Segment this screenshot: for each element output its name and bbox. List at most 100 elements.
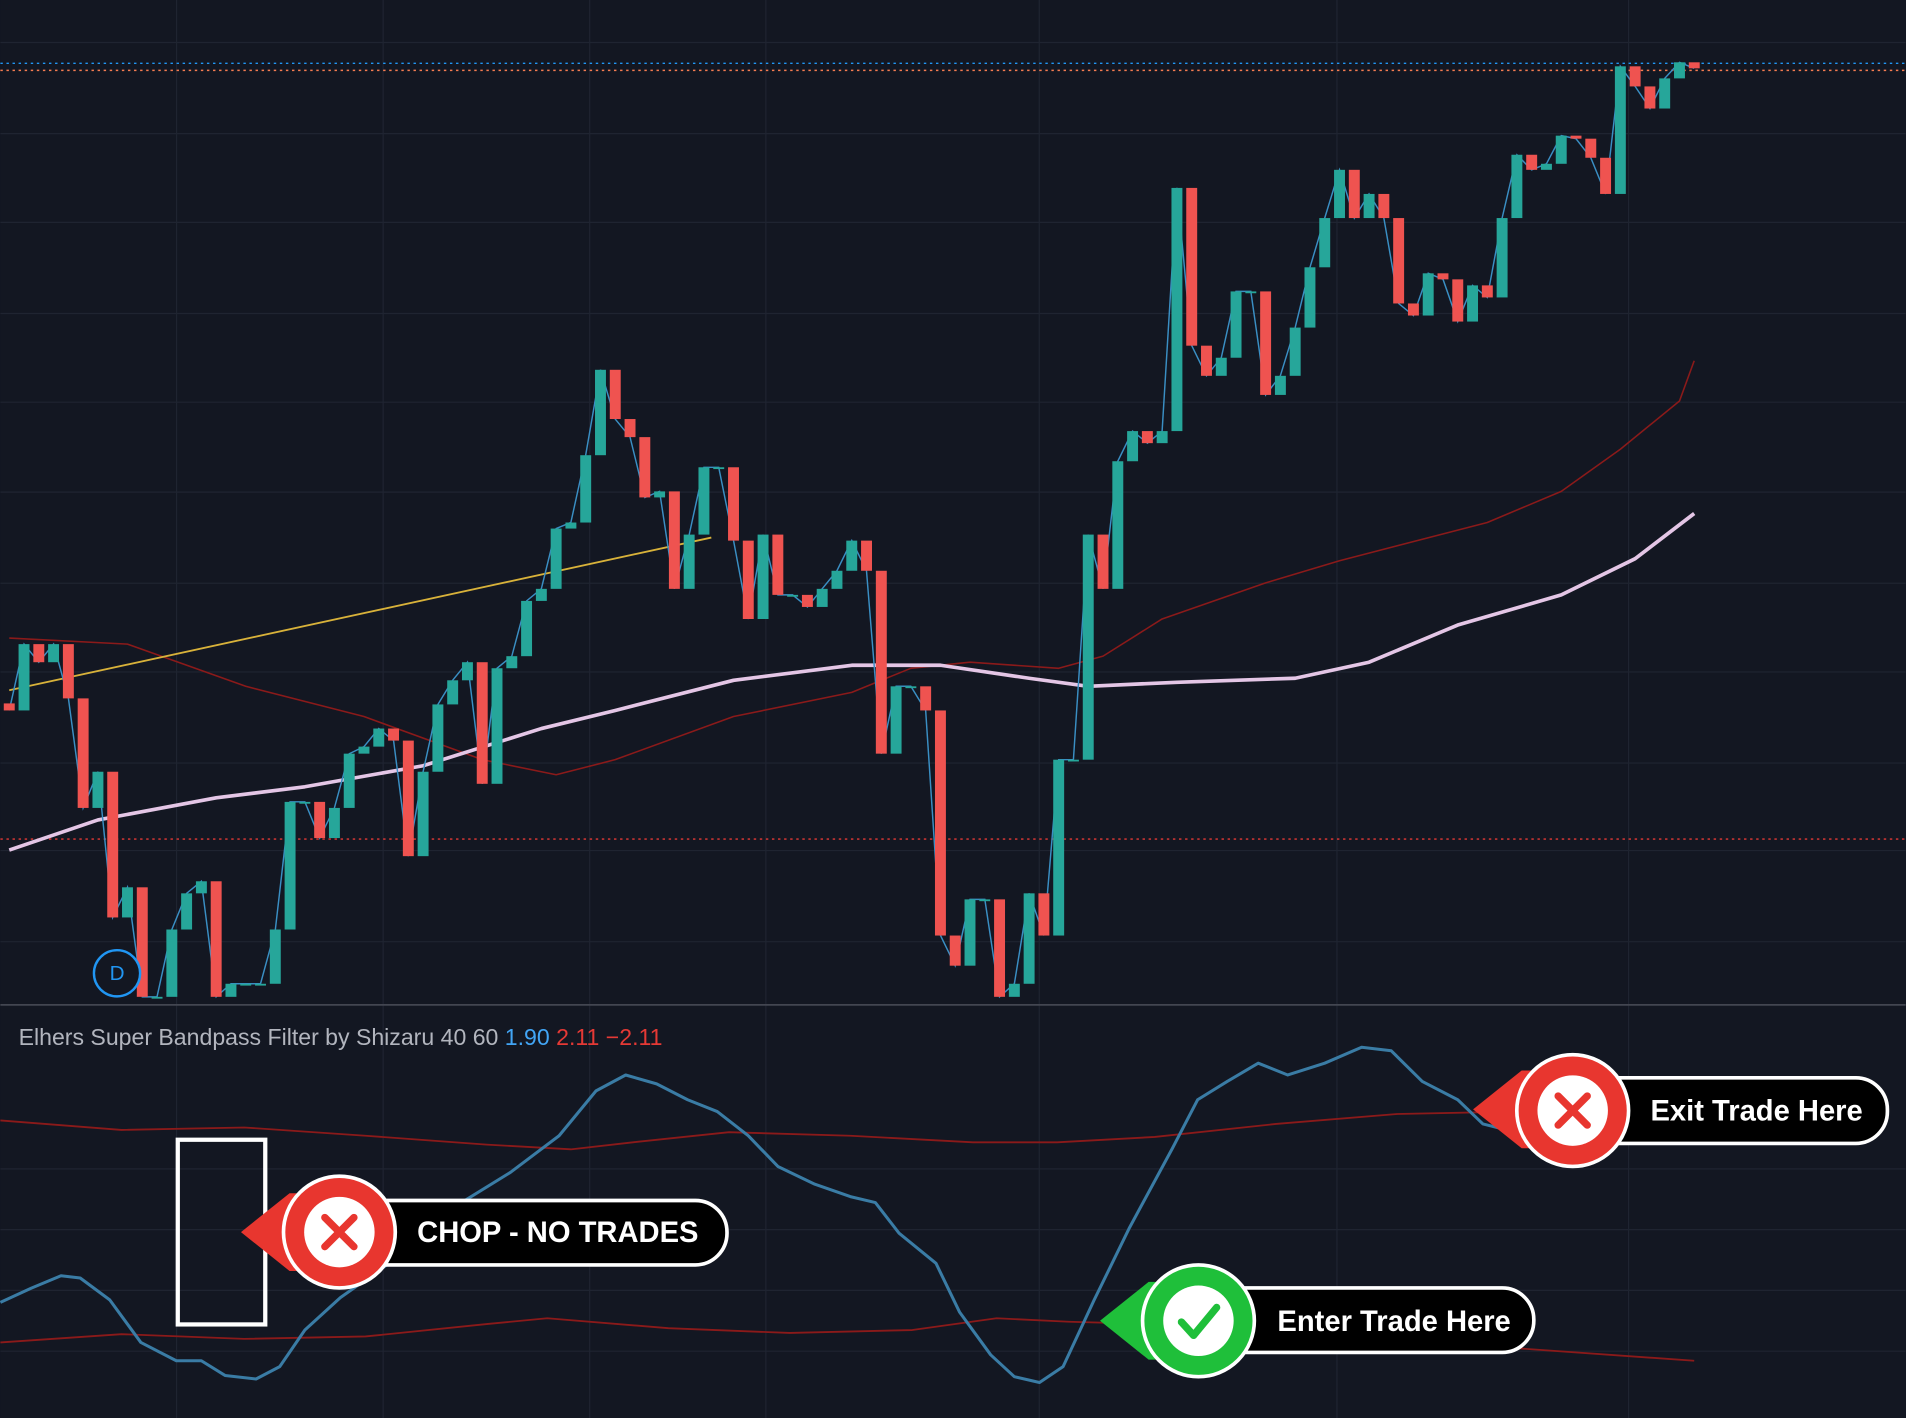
indicator-title: Elhers Super Bandpass Filter by Shizaru … <box>19 1024 499 1050</box>
candle-body <box>1437 273 1449 280</box>
candle-body <box>1422 273 1434 316</box>
candle-body <box>269 929 281 984</box>
candle-body <box>550 528 562 589</box>
legend-value: 1.90 <box>505 1024 550 1050</box>
x-icon <box>321 1213 358 1251</box>
candle-body <box>994 899 1006 997</box>
candle-body <box>787 594 799 597</box>
candle-body <box>831 570 843 589</box>
candle-body <box>240 983 252 986</box>
candle-body <box>728 467 739 541</box>
candle-body <box>3 703 15 711</box>
candle-body <box>1260 291 1272 395</box>
chop-callout: CHOP - NO TRADES <box>240 1174 729 1290</box>
candle-body <box>255 983 266 986</box>
candle-body <box>757 534 769 620</box>
legend-value: 2.11 <box>556 1024 599 1050</box>
candle-body <box>417 771 429 857</box>
marker-label: D <box>110 962 125 985</box>
candle-body <box>77 698 89 808</box>
candle-body <box>151 996 163 999</box>
candle-body <box>1319 218 1331 268</box>
x-icon <box>1554 1092 1591 1129</box>
exit-callout: Exit Trade Here <box>1473 1052 1890 1169</box>
candle-body <box>1393 218 1405 304</box>
candle-body <box>1274 375 1286 395</box>
candle-body <box>1112 461 1124 589</box>
marker-circle <box>92 948 142 998</box>
candle-body <box>535 588 547 601</box>
candle-body <box>1629 66 1641 87</box>
candle-body <box>1156 431 1168 444</box>
indicator-line <box>0 1045 1695 1385</box>
candle-body <box>905 686 917 689</box>
candle-body <box>491 668 503 784</box>
candle-body <box>328 807 340 839</box>
candle-body <box>1289 327 1301 376</box>
candle-body <box>343 753 355 808</box>
candle-body <box>949 935 961 966</box>
candle-body <box>461 662 473 681</box>
candle-body <box>1452 279 1464 322</box>
candle-body <box>1023 893 1035 984</box>
candle-body <box>580 455 592 523</box>
candle-body <box>1467 285 1479 322</box>
candle-body <box>979 899 991 902</box>
overlay-line <box>9 536 712 692</box>
overlay-line <box>9 360 1695 776</box>
candle-body <box>875 570 887 754</box>
candle-body <box>225 983 237 997</box>
candle-body <box>595 369 606 456</box>
candle-body <box>432 704 444 772</box>
candle-body <box>373 728 385 747</box>
candle-body <box>1688 62 1700 69</box>
candle-body <box>1540 163 1552 170</box>
candle-body <box>195 881 207 894</box>
candle-body <box>92 771 104 808</box>
candle-body <box>299 801 311 804</box>
candle-body <box>1097 534 1109 589</box>
candle-body <box>920 686 932 711</box>
candle-body <box>890 686 902 754</box>
candle-body <box>1141 431 1153 444</box>
candle-body <box>1334 169 1345 219</box>
candle-body <box>964 899 976 966</box>
candle-body <box>772 534 784 595</box>
candle-body <box>1659 78 1671 109</box>
callout-text: Exit Trade Here <box>1650 1096 1862 1128</box>
candle-body <box>1526 154 1538 170</box>
indicator-line <box>0 1110 1695 1151</box>
candle-body <box>314 801 326 839</box>
candle-body <box>639 437 651 498</box>
candle-body <box>476 662 488 784</box>
candle-body <box>136 887 148 997</box>
candle-body <box>1555 135 1567 164</box>
candle-body <box>1230 291 1242 358</box>
candle-body <box>861 540 873 571</box>
candle-body <box>1171 187 1183 432</box>
candle-body <box>166 929 178 997</box>
indicator-legend: Elhers Super Bandpass Filter by Shizaru … <box>19 1024 663 1050</box>
candle-body <box>1304 267 1316 328</box>
candle-body <box>846 540 858 571</box>
candle-body <box>713 467 725 470</box>
candle-body <box>210 881 222 997</box>
overlay-line <box>8 512 1696 852</box>
candle-body <box>565 522 577 529</box>
check-icon <box>1177 1303 1221 1340</box>
candle-body <box>284 801 296 930</box>
candle-body <box>506 656 518 669</box>
candle-body <box>181 893 193 930</box>
candle-body <box>33 644 45 663</box>
candle-body <box>1600 157 1612 194</box>
candle-body <box>1038 893 1050 936</box>
candle-body <box>1378 193 1390 219</box>
enter-callout: Enter Trade Here <box>1100 1263 1536 1379</box>
candle-body <box>388 728 400 741</box>
candle-body <box>683 534 695 589</box>
candle-body <box>358 746 370 754</box>
candle-body <box>1496 218 1508 298</box>
candle-body <box>742 540 754 620</box>
